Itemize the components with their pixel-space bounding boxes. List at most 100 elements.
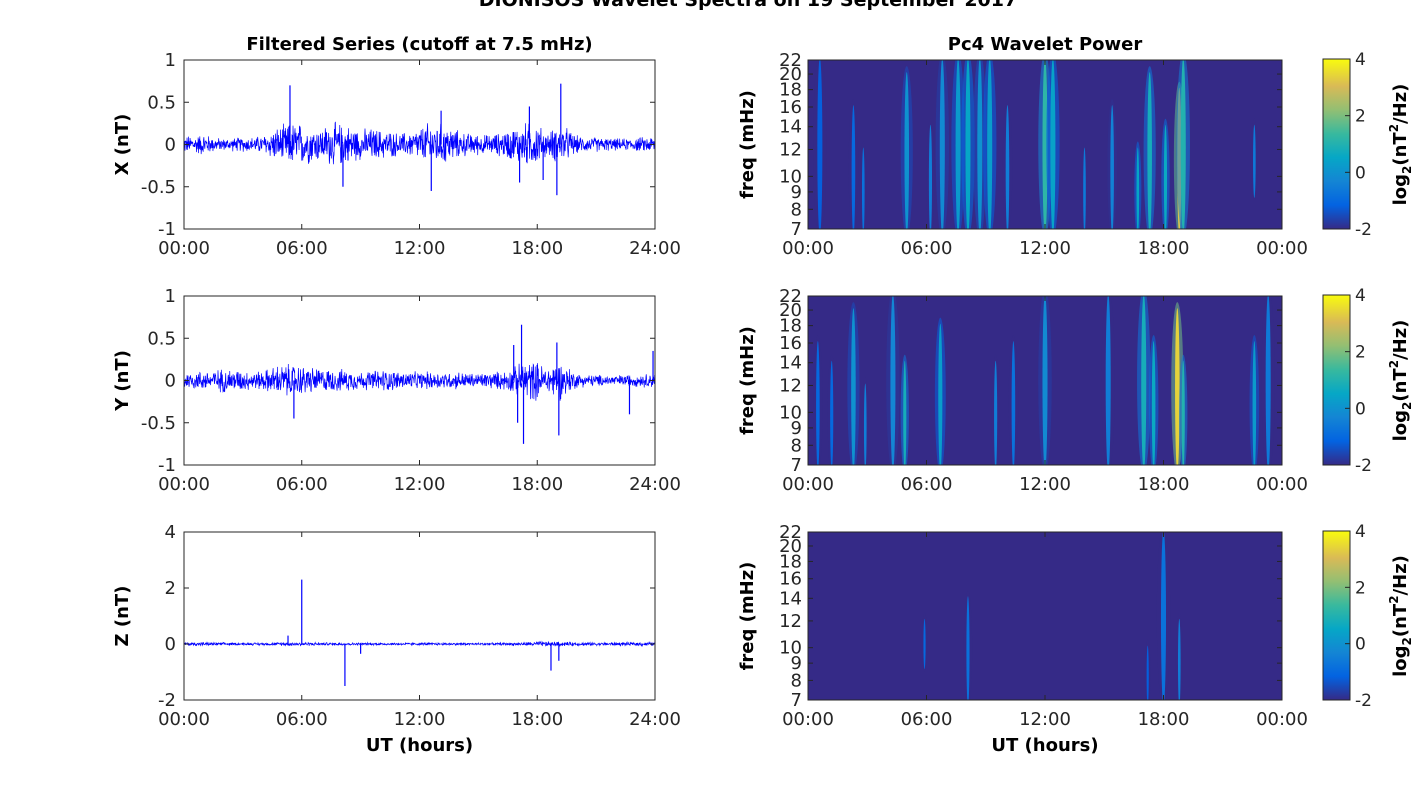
colorbar-gradient xyxy=(1322,58,1351,230)
y-tick-label: 1 xyxy=(165,286,176,307)
x-tick-label: 00:00 xyxy=(1256,709,1308,730)
x-axis-label: UT (hours) xyxy=(366,735,473,756)
y-tick-label: 10 xyxy=(779,402,802,423)
colorbar-label-part: (nT xyxy=(1390,603,1411,637)
x-tick-label: 18:00 xyxy=(1138,238,1190,259)
y-tick-label: 0 xyxy=(165,135,176,156)
x-tick-label: 00:00 xyxy=(158,709,210,730)
power-streak xyxy=(1050,60,1056,229)
line-panel-1: 1 0.5 0 -0.5 -100:00 06:00 12:00 18:00 24:00 Filt… xyxy=(112,34,681,259)
colorbar-tick-label: 2 xyxy=(1355,343,1366,363)
power-streak xyxy=(994,360,998,465)
x-tick-label: 12:00 xyxy=(394,238,446,259)
colorbar-label-part: log xyxy=(1390,174,1411,205)
x-tick-label: 18:00 xyxy=(1138,709,1190,730)
y-tick-label: 9 xyxy=(791,653,802,674)
colorbar-tick-label: -2 xyxy=(1355,220,1372,240)
colorbar-label-part: 2 xyxy=(1387,595,1401,603)
y-tick-label: 16 xyxy=(779,333,802,354)
x-tick-label: 06:00 xyxy=(276,474,328,495)
y-axis-label: Y (nT) xyxy=(112,350,133,412)
x-tick-label: 12:00 xyxy=(1019,709,1071,730)
power-streak xyxy=(1136,147,1140,229)
power-streak xyxy=(1005,105,1010,229)
y-tick-label: 10 xyxy=(779,166,802,187)
power-streak xyxy=(904,72,910,229)
x-tick-label: 06:00 xyxy=(901,474,953,495)
power-streak xyxy=(1151,341,1156,465)
power-streak xyxy=(1042,60,1048,229)
power-streak xyxy=(938,323,943,465)
power-streak xyxy=(903,360,907,465)
power-streak xyxy=(1042,296,1048,465)
y-tick-label: -1 xyxy=(158,455,176,476)
power-streak xyxy=(1146,645,1149,700)
y-tick-label: -1 xyxy=(158,219,176,240)
x-tick-label: 06:00 xyxy=(901,709,953,730)
y-tick-label: 12 xyxy=(779,375,802,396)
y-axis-label: X (nT) xyxy=(112,114,133,176)
line-panel-2: 1 0.5 0 -0.5 -100:00 06:00 12:00 18:00 24:00 Y (n… xyxy=(112,286,681,495)
power-streak xyxy=(816,341,820,465)
colorbar-label-part: (nT xyxy=(1390,132,1411,166)
x-tick-label: 18:00 xyxy=(511,474,563,495)
x-tick-label: 12:00 xyxy=(394,709,446,730)
x-tick-label: 12:00 xyxy=(1019,474,1071,495)
power-streak xyxy=(939,60,945,229)
power-streak xyxy=(830,360,834,465)
colorbar-label-part: (nT xyxy=(1390,368,1411,402)
y-axis-label: Z (nT) xyxy=(112,586,133,647)
power-streak xyxy=(1160,532,1167,700)
y-tick-label: 14 xyxy=(779,117,802,138)
colorbar-label: log2(nT2/Hz) xyxy=(1387,320,1414,442)
y-tick-label: 0 xyxy=(165,634,176,655)
colorbar-tick-label: 4 xyxy=(1355,522,1366,542)
y-axis-label: freq (mHz) xyxy=(737,90,758,199)
colorbar-tick-label: -2 xyxy=(1355,456,1372,476)
line-panel-3: 4 2 0 -200:00 06:00 12:00 18:00 24:00 Z (nT) UT (… xyxy=(112,522,681,756)
y-tick-label: 12 xyxy=(779,139,802,160)
power-streak xyxy=(890,296,896,465)
y-tick-label: 16 xyxy=(779,569,802,590)
colorbar-label-part: 2 xyxy=(1387,124,1401,132)
power-streak xyxy=(1181,360,1185,465)
x-tick-label: 18:00 xyxy=(511,238,563,259)
power-streak xyxy=(923,618,926,670)
power-streak xyxy=(977,60,983,229)
colorbar-tick-label: 0 xyxy=(1355,635,1366,655)
y-tick-label: 22 xyxy=(779,286,802,307)
colorbar-label-part: /Hz) xyxy=(1390,84,1411,124)
power-streak xyxy=(965,60,971,229)
y-tick-label: 8 xyxy=(791,435,802,456)
power-streak xyxy=(1110,105,1114,229)
power-streak xyxy=(1147,72,1152,229)
y-tick-label: 7 xyxy=(791,219,802,240)
y-tick-label: 8 xyxy=(791,670,802,691)
x-tick-label: 12:00 xyxy=(394,474,446,495)
panel-title: Pc4 Wavelet Power xyxy=(948,34,1143,55)
colorbar-tick-label: 2 xyxy=(1355,578,1366,598)
y-tick-label: -0.5 xyxy=(141,177,176,198)
plot-area xyxy=(184,532,655,700)
colorbar-gradient xyxy=(1322,530,1351,701)
x-tick-label: 24:00 xyxy=(629,238,681,259)
power-streak xyxy=(851,308,856,465)
colorbar-label-part: 2 xyxy=(1387,360,1401,368)
colorbar-tick-label: 4 xyxy=(1355,286,1366,306)
power-streak xyxy=(1141,296,1147,465)
x-tick-label: 12:00 xyxy=(1019,238,1071,259)
power-streak xyxy=(1253,124,1256,198)
power-streak xyxy=(928,124,933,229)
colorbar-label-part: 2 xyxy=(1400,402,1414,410)
y-tick-label: 14 xyxy=(779,588,802,609)
colorbar-label: log2(nT2/Hz) xyxy=(1387,555,1414,677)
y-tick-label: 18 xyxy=(779,551,802,572)
power-streak xyxy=(987,60,993,229)
y-tick-label: 20 xyxy=(779,536,802,557)
x-axis-label: UT (hours) xyxy=(991,735,1098,756)
